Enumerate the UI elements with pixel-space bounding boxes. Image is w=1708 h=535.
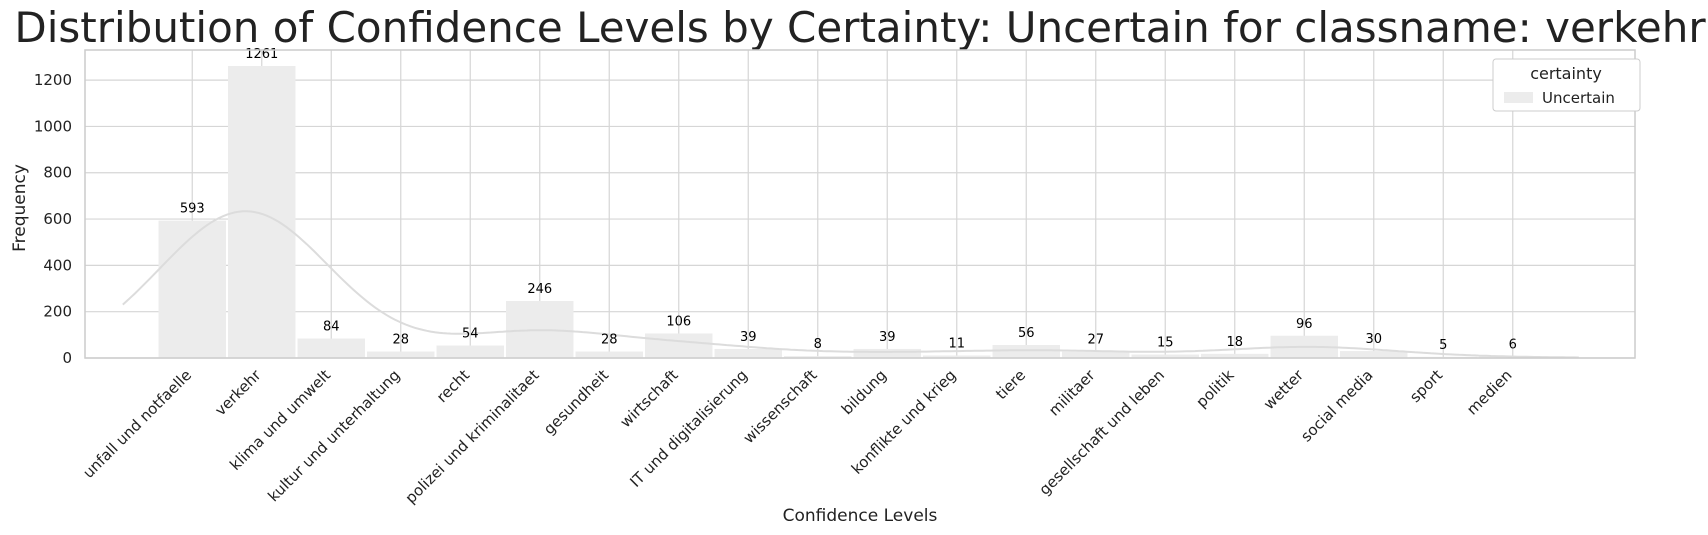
bars — [158, 65, 1547, 359]
x-tick-label-5: polizei und kriminalitaet — [402, 366, 543, 507]
legend-entry-uncertain: Uncertain — [1542, 89, 1615, 107]
x-tick-label-14: gesellschaft und leben — [1035, 366, 1168, 499]
data-label-4: 54 — [462, 326, 479, 341]
x-tick-label-17: social media — [1297, 366, 1376, 445]
x-tick-label-16: wetter — [1260, 366, 1308, 414]
data-label-2: 84 — [323, 320, 340, 335]
y-tick-label-6: 1200 — [34, 71, 72, 89]
data-label-16: 96 — [1296, 317, 1313, 332]
x-tick-label-15: politik — [1192, 366, 1237, 411]
bar-4 — [436, 345, 504, 358]
bar-17 — [1340, 351, 1408, 358]
data-label-13: 27 — [1087, 333, 1104, 348]
data-label-10: 39 — [879, 330, 896, 345]
bar-6 — [575, 351, 643, 358]
x-tick-label-13: militaer — [1045, 366, 1099, 420]
bar-15 — [1201, 353, 1269, 358]
bar-8 — [714, 348, 782, 358]
x-tick-label-8: IT und digitalisierung — [626, 366, 751, 491]
data-label-14: 15 — [1157, 336, 1174, 351]
bar-2 — [297, 338, 365, 358]
x-tick-label-19: medien — [1463, 366, 1516, 419]
data-label-19: 6 — [1509, 338, 1517, 353]
y-tick-label-0: 0 — [62, 349, 72, 367]
y-tick-label-2: 400 — [43, 256, 72, 274]
data-label-0: 593 — [180, 202, 205, 217]
y-tick-label-5: 1000 — [34, 117, 72, 135]
x-tick-label-7: wirtschaft — [616, 366, 681, 431]
data-label-9: 8 — [814, 337, 822, 352]
bar-7 — [645, 333, 713, 358]
data-label-11: 11 — [948, 336, 965, 351]
legend-swatch — [1504, 92, 1533, 103]
x-tick-label-12: tiere — [992, 366, 1029, 403]
data-label-6: 28 — [601, 333, 618, 348]
x-tick-label-9: wissenschaft — [740, 366, 821, 447]
bar-3 — [367, 351, 435, 358]
x-tick-label-6: gesundheit — [540, 366, 612, 438]
data-label-18: 5 — [1439, 338, 1447, 353]
x-tick-label-3: kultur und unterhaltung — [264, 366, 403, 505]
data-label-5: 246 — [527, 282, 552, 297]
y-tick-label-3: 600 — [43, 210, 72, 228]
data-label-17: 30 — [1365, 332, 1382, 347]
y-axis-label: Frequency — [10, 164, 30, 252]
y-ticks: 0 200 400 600 800 1000 1200 — [34, 71, 72, 367]
legend: certainty Uncertain — [1492, 58, 1641, 112]
bar-13 — [1062, 351, 1130, 358]
bar-12 — [992, 345, 1060, 358]
x-axis-label: Confidence Levels — [783, 506, 938, 526]
data-label-1: 1261 — [245, 47, 278, 62]
data-label-15: 18 — [1226, 335, 1243, 350]
legend-title: certainty — [1530, 64, 1602, 83]
bar-14 — [1131, 354, 1199, 358]
bar-10 — [853, 348, 921, 358]
data-label-3: 28 — [392, 333, 409, 348]
bar-11 — [923, 355, 991, 358]
x-tick-label-18: sport — [1406, 366, 1446, 406]
data-label-7: 106 — [666, 314, 691, 329]
chart-title: Distribution of Confidence Levels by Cer… — [14, 3, 1706, 52]
y-tick-label-1: 200 — [43, 303, 72, 321]
bar-0 — [158, 220, 226, 358]
x-tick-label-0: unfall und notfaelle — [79, 366, 195, 482]
bar-9 — [784, 356, 852, 358]
x-tick-label-1: verkehr — [211, 366, 265, 420]
data-label-12: 56 — [1018, 326, 1035, 341]
data-label-8: 39 — [740, 330, 757, 345]
grid — [85, 50, 1635, 359]
plot-frame — [84, 49, 1636, 359]
kde-curve — [122, 210, 1579, 359]
y-tick-label-4: 800 — [43, 164, 72, 182]
x-tick-label-4: recht — [433, 366, 473, 406]
x-tick-label-10: bildung — [838, 366, 890, 418]
